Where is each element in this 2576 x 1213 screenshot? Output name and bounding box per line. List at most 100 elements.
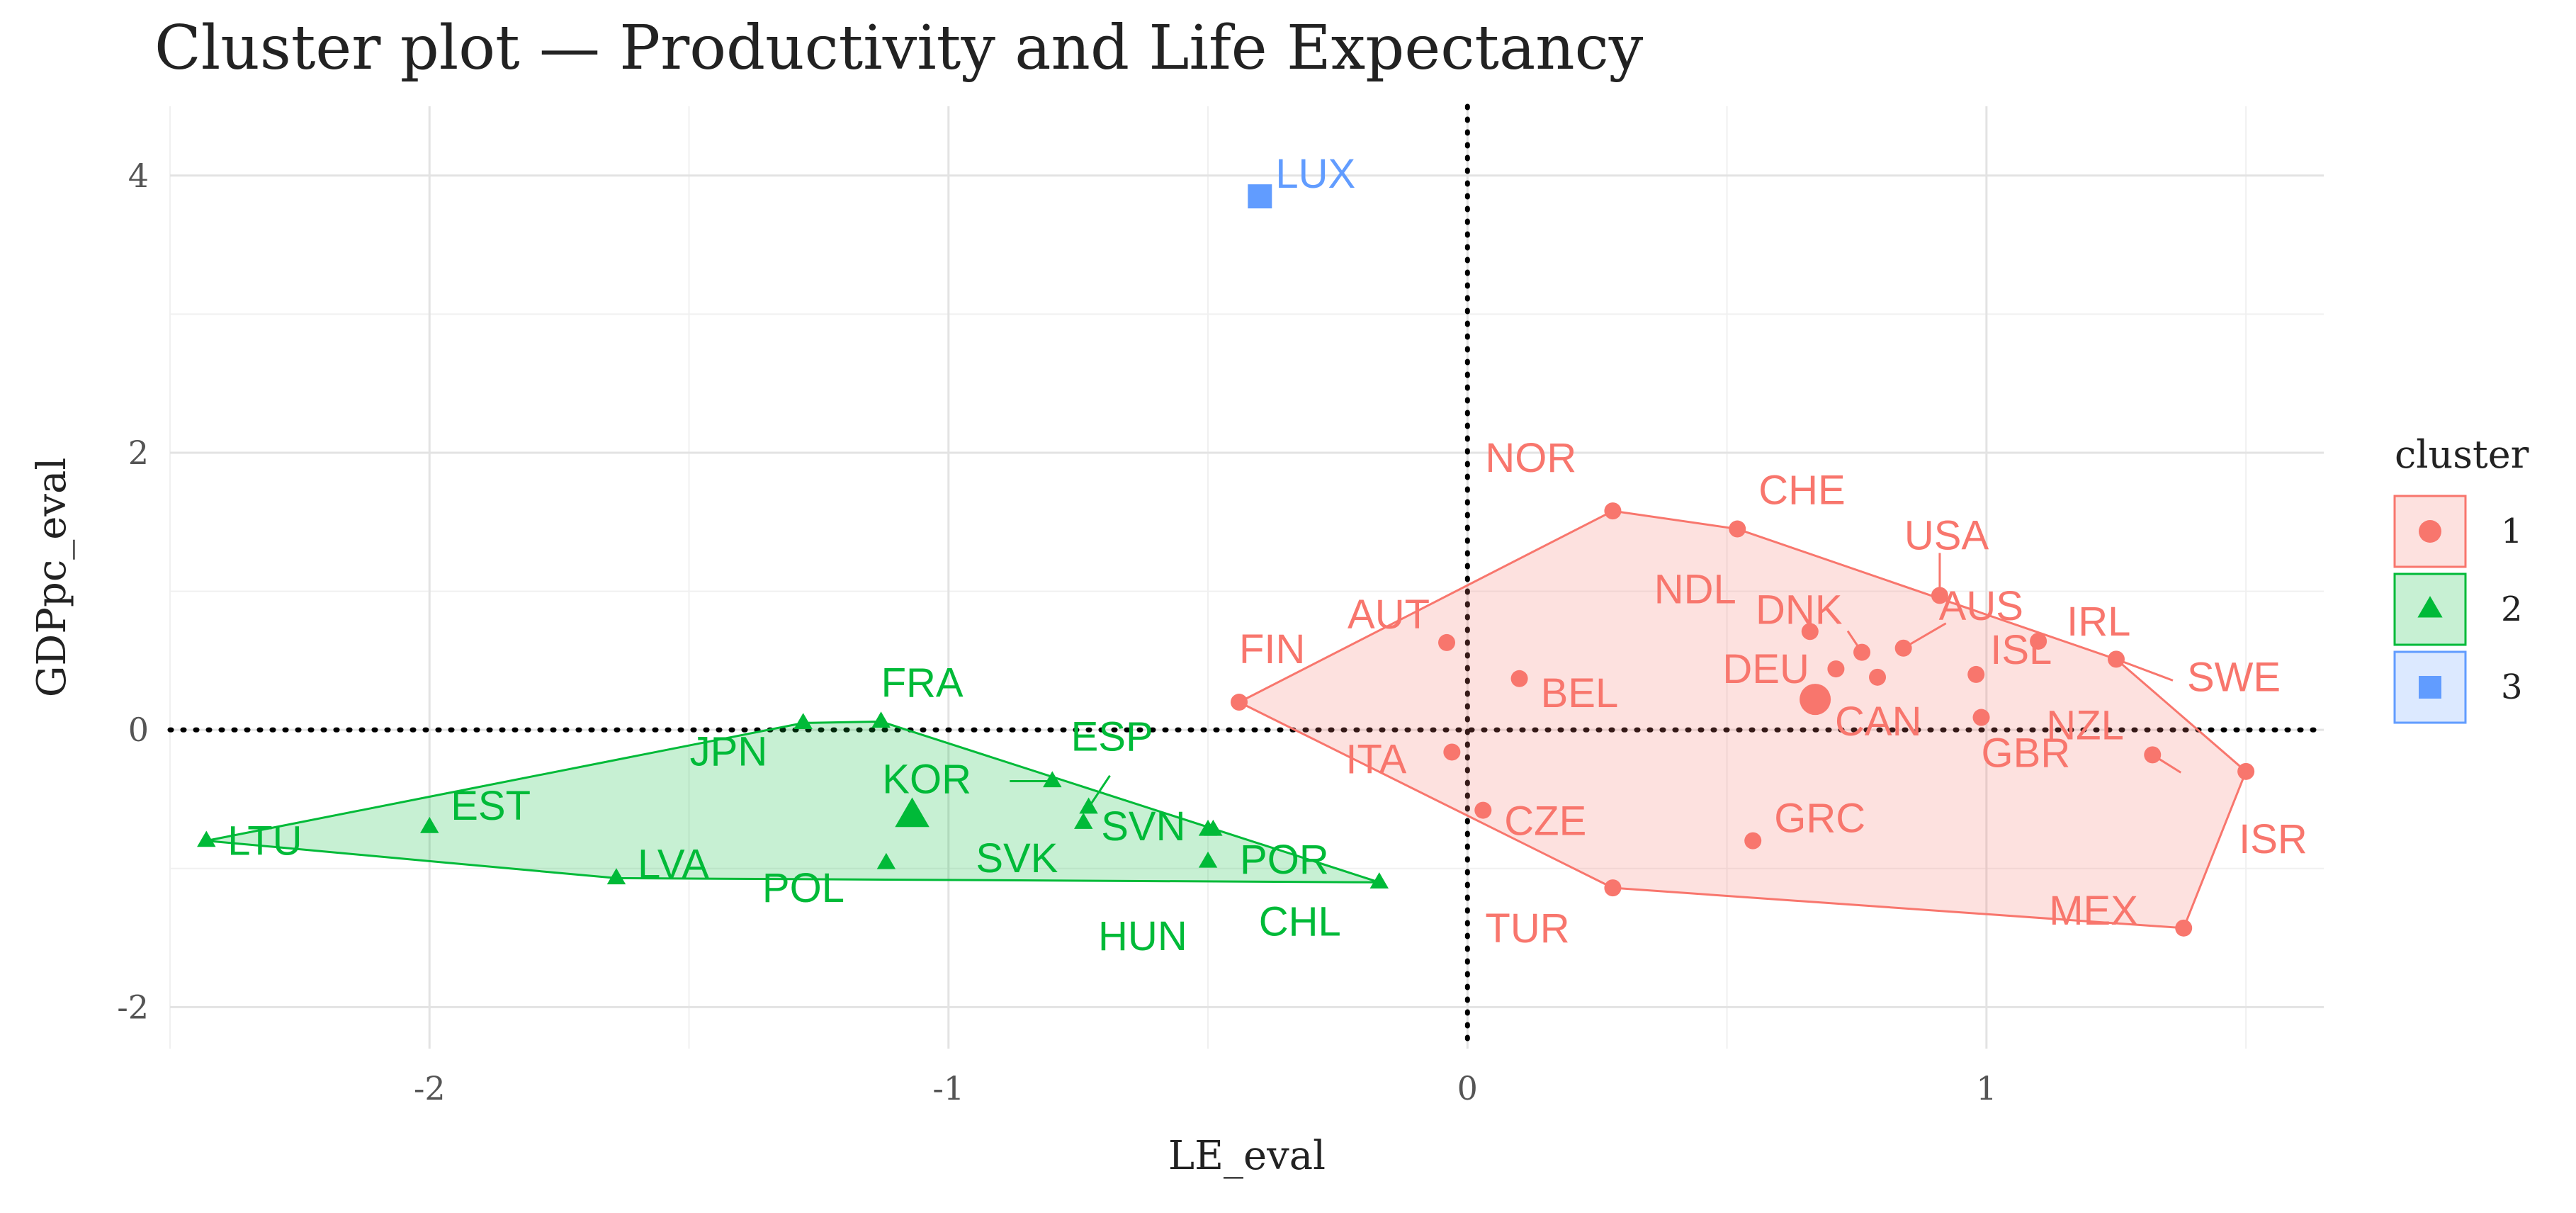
x-axis-title: LE_eval: [1168, 1133, 1326, 1179]
label-esp: ESP: [1071, 714, 1153, 760]
chart-title: Cluster plot — Productivity and Life Exp…: [154, 13, 1644, 84]
label-irl: IRL: [2067, 599, 2130, 645]
point-chl: [1369, 872, 1389, 888]
label-gbr: GBR: [1982, 730, 2071, 777]
point-bel: [1510, 670, 1528, 687]
point-ltu: [197, 830, 216, 847]
point-kor: [1043, 771, 1062, 788]
centroid-1: [1800, 684, 1831, 716]
point-hun: [1198, 851, 1218, 868]
point-fra: [871, 711, 891, 728]
hull-layer: [205, 509, 2247, 930]
legend-marker-2: [2417, 596, 2443, 618]
leader-swe: [2115, 658, 2174, 682]
point-dnk: [1853, 643, 1871, 661]
label-fin: FIN: [1239, 626, 1305, 672]
point-nzl: [2144, 746, 2162, 764]
legend-marker-3: [2419, 676, 2441, 699]
legend-title: cluster: [2395, 432, 2529, 477]
label-hun: HUN: [1098, 913, 1187, 959]
label-grc: GRC: [1774, 796, 1865, 842]
point-ita: [1443, 743, 1461, 761]
label-tur: TUR: [1485, 905, 1569, 952]
point-grc: [1744, 832, 1762, 850]
label-jpn: JPN: [690, 728, 768, 774]
label-kor: KOR: [882, 757, 971, 803]
point-tur: [1604, 879, 1622, 897]
label-usa: USA: [1904, 512, 1989, 558]
legend-marker-1: [2419, 520, 2441, 543]
label-aus: AUS: [1939, 583, 2023, 629]
label-ltu: LTU: [227, 818, 302, 864]
legend-label-3: 3: [2501, 667, 2523, 707]
label-cze: CZE: [1504, 799, 1586, 845]
x-tick-label: -1: [932, 1069, 964, 1107]
label-mex: MEX: [2049, 888, 2138, 934]
label-nor: NOR: [1485, 435, 1576, 481]
label-svk: SVK: [976, 835, 1058, 881]
point-che: [1729, 520, 1746, 538]
point-irl: [2030, 632, 2047, 650]
point-ndl: [1801, 623, 1819, 641]
centroid-2: [895, 797, 930, 828]
legend: cluster 1 2 3: [2393, 432, 2529, 724]
reference-lines: [167, 103, 2327, 1051]
label-deu: DEU: [1722, 646, 1809, 692]
label-nzl: NZL: [2046, 702, 2124, 748]
point-usa: [1931, 587, 1948, 604]
label-lva: LVA: [638, 841, 709, 887]
label-chl: CHL: [1259, 898, 1341, 944]
x-tick-label: 0: [1457, 1069, 1478, 1107]
label-bel: BEL: [1541, 670, 1619, 716]
label-ndl: NDL: [1654, 566, 1736, 612]
point-est: [420, 816, 439, 833]
y-axis-title: GDPpc_eval: [29, 458, 75, 698]
label-swe: SWE: [2187, 654, 2281, 700]
label-can: CAN: [1835, 699, 1921, 745]
label-aut: AUT: [1348, 592, 1430, 638]
label-isl: ISL: [1990, 627, 2052, 673]
cluster-hull-2: [205, 720, 1380, 884]
y-tick-label: 2: [128, 434, 149, 472]
point-isr: [2237, 762, 2255, 780]
point-layer: [197, 184, 2255, 937]
x-tick-label: 1: [1976, 1069, 1996, 1107]
point-gbr: [1972, 709, 1990, 726]
legend-label-2: 2: [2501, 589, 2523, 629]
point-lux: [1248, 184, 1272, 209]
point-aus: [1894, 639, 1912, 657]
point-isl: [1967, 665, 1985, 683]
point-esp: [1079, 797, 1098, 814]
label-dnk: DNK: [1756, 587, 1843, 633]
point-por: [1198, 819, 1218, 836]
point-nor: [1604, 502, 1622, 520]
y-tick-label: 4: [128, 157, 149, 195]
tick-layer: -2 -1 0 1 -2 0 2 4: [117, 157, 1996, 1107]
point-svn: [1074, 813, 1093, 829]
point-mex: [2175, 919, 2193, 937]
label-ita: ITA: [1345, 736, 1406, 782]
leader-esp: [1088, 774, 1111, 808]
point-aut: [1438, 633, 1456, 651]
label-che: CHE: [1758, 468, 1845, 514]
y-tick-label: 0: [128, 711, 149, 749]
label-lux: LUX: [1275, 151, 1355, 197]
legend-label-1: 1: [2501, 512, 2523, 551]
cluster-hull-1: [1236, 509, 2247, 930]
label-fra: FRA: [881, 660, 964, 706]
label-est: EST: [451, 783, 531, 829]
point-jpn: [793, 713, 813, 730]
point-deu: [1827, 660, 1845, 678]
point-can: [1869, 668, 1887, 686]
y-tick-label: -2: [117, 988, 149, 1026]
point-swe: [2107, 650, 2125, 668]
label-por: POR: [1240, 837, 1329, 883]
label-pol: POL: [762, 865, 844, 911]
point-lva: [606, 868, 626, 885]
label-svn: SVN: [1101, 803, 1185, 850]
label-isr: ISR: [2239, 816, 2307, 862]
point-pol: [876, 852, 896, 869]
x-tick-label: -2: [414, 1069, 446, 1107]
